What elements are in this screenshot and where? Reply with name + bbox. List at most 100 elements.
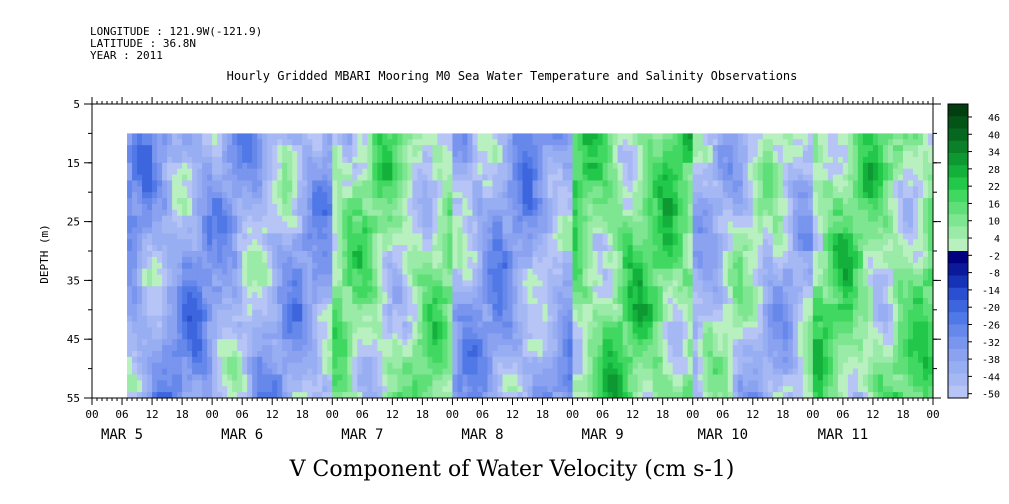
- heatmap-cell: [292, 339, 298, 346]
- heatmap-cell: [652, 274, 659, 281]
- heatmap-cell: [272, 268, 278, 275]
- heatmap-cell: [297, 280, 303, 287]
- heatmap-cell: [217, 327, 223, 334]
- heatmap-cell: [382, 133, 388, 140]
- heatmap-cell: [367, 303, 373, 311]
- heatmap-cell: [217, 168, 223, 175]
- heatmap-cell: [182, 145, 188, 152]
- heatmap-cell: [137, 350, 143, 358]
- heatmap-cell: [357, 333, 363, 340]
- heatmap-cell: [392, 274, 398, 281]
- heatmap-cell: [422, 251, 428, 258]
- heatmap-cell: [487, 292, 493, 299]
- heatmap-cell: [462, 362, 468, 369]
- heatmap-cell: [307, 198, 313, 205]
- heatmap-cell: [377, 156, 383, 164]
- heatmap-cell: [607, 339, 614, 346]
- heatmap-cell: [172, 298, 178, 305]
- heatmap-cell: [257, 268, 263, 275]
- heatmap-cell: [622, 321, 629, 328]
- heatmap-cell: [332, 145, 338, 152]
- heatmap-cell: [527, 274, 533, 281]
- heatmap-cell: [467, 374, 473, 381]
- heatmap-cell: [672, 339, 679, 346]
- heatmap-cell: [642, 139, 649, 146]
- heatmap-cell: [662, 321, 669, 328]
- heatmap-cell: [152, 327, 158, 334]
- heatmap-cell: [402, 221, 408, 228]
- heatmap-cell: [652, 368, 659, 375]
- heatmap-cell: [332, 321, 338, 328]
- heatmap-cell: [182, 162, 188, 170]
- heatmap-cell: [637, 133, 644, 140]
- heatmap-cell: [417, 256, 423, 264]
- heatmap-cell: [257, 350, 263, 358]
- heatmap-cell: [652, 251, 659, 258]
- heatmap-cell: [242, 298, 248, 305]
- heatmap-cell: [602, 186, 609, 193]
- heatmap-cell: [282, 298, 288, 305]
- heatmap-cell: [227, 262, 233, 270]
- heatmap-cell: [657, 198, 664, 205]
- heatmap-cell: [402, 392, 408, 399]
- heatmap-cell: [492, 350, 498, 358]
- heatmap-cell: [282, 186, 288, 193]
- heatmap-cell: [302, 380, 308, 387]
- heatmap-cell: [537, 256, 543, 264]
- heatmap-cell: [532, 133, 538, 140]
- heatmap-cell: [262, 133, 268, 140]
- heatmap-cell: [517, 356, 523, 364]
- heatmap-cell: [512, 303, 518, 311]
- heatmap-cell: [407, 362, 413, 369]
- heatmap-cell: [337, 321, 343, 328]
- heatmap-cell: [392, 221, 398, 228]
- heatmap-cell: [622, 309, 629, 317]
- heatmap-cell: [147, 162, 153, 170]
- heatmap-cell: [372, 321, 378, 328]
- heatmap-cell: [152, 221, 158, 228]
- heatmap-cell: [342, 168, 348, 175]
- heatmap-cell: [542, 256, 548, 264]
- heatmap-cell: [207, 298, 213, 305]
- heatmap-cell: [162, 303, 168, 311]
- heatmap-cell: [352, 203, 358, 211]
- heatmap-cell: [582, 180, 588, 187]
- heatmap-cell: [387, 315, 393, 322]
- heatmap-cell: [292, 215, 298, 222]
- heatmap-cell: [257, 145, 263, 152]
- heatmap-cell: [362, 292, 368, 299]
- heatmap-cell: [557, 198, 563, 205]
- heatmap-cell: [317, 133, 323, 140]
- heatmap-cell: [572, 345, 578, 352]
- heatmap-cell: [492, 392, 498, 399]
- heatmap-cell: [382, 309, 388, 317]
- heatmap-cell: [487, 368, 493, 375]
- heatmap-cell: [382, 327, 388, 334]
- heatmap-cell: [437, 174, 443, 181]
- heatmap-cell: [487, 133, 493, 140]
- heatmap-cell: [642, 280, 649, 287]
- heatmap-cell: [247, 245, 253, 252]
- heatmap-cell: [507, 209, 513, 217]
- heatmap-cell: [137, 251, 143, 258]
- heatmap-cell: [472, 303, 478, 311]
- heatmap-cell: [212, 321, 218, 328]
- heatmap-cell: [252, 139, 258, 146]
- heatmap-cell: [322, 174, 328, 181]
- heatmap-cell: [537, 168, 543, 175]
- heatmap-cell: [317, 227, 323, 234]
- heatmap-cell: [592, 327, 599, 334]
- heatmap-cell: [232, 192, 238, 199]
- heatmap-cell: [477, 303, 483, 311]
- heatmap-cell: [177, 174, 183, 181]
- heatmap-cell: [472, 198, 478, 205]
- heatmap-cell: [547, 303, 553, 311]
- heatmap-cell: [612, 139, 619, 146]
- heatmap-cell: [632, 315, 639, 322]
- heatmap-cell: [537, 303, 543, 311]
- heatmap-cell: [247, 321, 253, 328]
- heatmap-cell: [272, 286, 278, 293]
- heatmap-cell: [217, 392, 223, 399]
- heatmap-cell: [322, 368, 328, 375]
- heatmap-cell: [592, 145, 599, 152]
